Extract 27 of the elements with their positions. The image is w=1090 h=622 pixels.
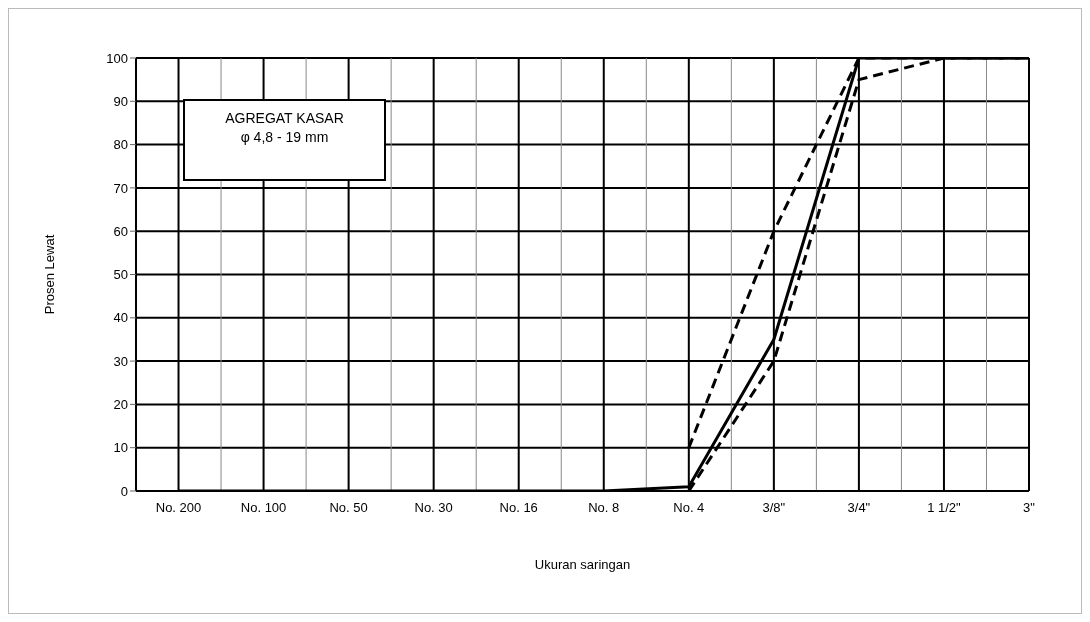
x-tick-label: No. 16 xyxy=(499,500,538,516)
x-tick-label: 3" xyxy=(1023,500,1036,516)
x-tick-label: No. 200 xyxy=(155,500,202,516)
y-tick-label: 60 xyxy=(113,223,128,239)
annotation: φ 4,8 - 19 mm xyxy=(239,128,330,147)
text-box: AGREGAT KASAR φ 4,8 - 19 mm xyxy=(183,99,386,181)
x-tick-label: 3/4" xyxy=(847,500,871,516)
y-tick-label: 80 xyxy=(113,137,128,153)
x-tick-label: 3/8" xyxy=(762,500,786,516)
y-tick-label: 90 xyxy=(113,93,128,109)
x-tick-label: No. 4 xyxy=(673,500,705,516)
y-tick-label: 100 xyxy=(106,50,128,66)
x-tick-label: No. 30 xyxy=(414,500,453,516)
y-tick-label: 10 xyxy=(113,440,128,456)
y-tick-label: 20 xyxy=(113,397,128,413)
y-tick-label: 40 xyxy=(113,310,128,326)
x-axis-title: Ukuran saringan xyxy=(534,557,631,572)
y-tick-label: 30 xyxy=(113,353,128,369)
y-tick-label: 70 xyxy=(113,180,128,196)
annotation: AGREGAT KASAR xyxy=(224,109,345,128)
x-tick-label: 1 1/2" xyxy=(927,500,962,516)
y-axis-title: Prosen Lewat xyxy=(41,234,57,315)
x-tick-label: No. 8 xyxy=(588,500,620,516)
y-tick-label: 50 xyxy=(113,267,128,283)
x-tick-label: No. 50 xyxy=(329,500,368,516)
y-tick-label: 0 xyxy=(120,483,128,499)
x-tick-label: No. 100 xyxy=(240,500,287,516)
